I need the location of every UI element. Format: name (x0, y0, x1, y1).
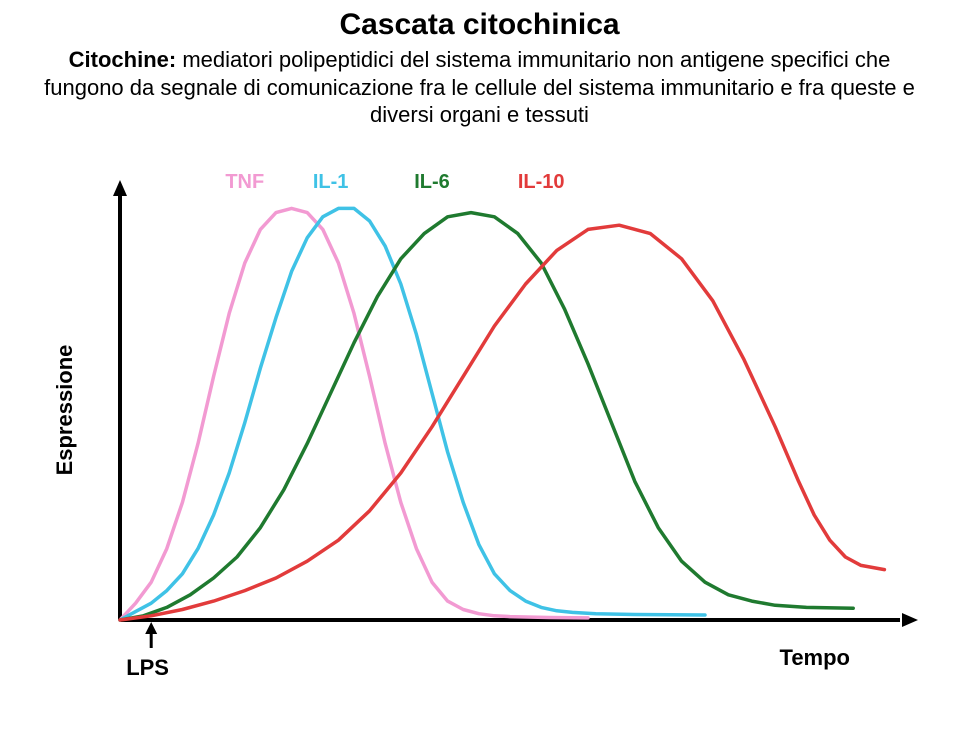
y-axis-arrow-icon (113, 180, 127, 196)
chart-svg: TNF IL-1 IL-6 IL-10 Espressione Tempo LPS (40, 160, 920, 720)
subtitle-bold: Citochine: (69, 47, 177, 72)
title-block: Cascata citochinica Citochine: mediatori… (0, 0, 959, 129)
page-title: Cascata citochinica (40, 8, 919, 42)
legend-label-il-1: IL-1 (313, 171, 349, 193)
y-axis-label: Espressione (52, 345, 77, 476)
cytokine-cascade-chart: TNF IL-1 IL-6 IL-10 Espressione Tempo LPS (40, 160, 920, 720)
page: Cascata citochinica Citochine: mediatori… (0, 0, 959, 733)
legend-label-il-6: IL-6 (414, 171, 450, 193)
lps-arrow-icon (145, 622, 157, 634)
x-axis-label: Tempo (780, 645, 850, 670)
page-subtitle: Citochine: mediatori polipeptidici del s… (40, 46, 919, 129)
series-il-1 (120, 208, 705, 620)
x-axis-arrow-icon (902, 613, 918, 627)
legend-label-il-10: IL-10 (518, 171, 565, 193)
legend-label-tnf: TNF (225, 171, 264, 193)
lps-label: LPS (126, 655, 169, 680)
